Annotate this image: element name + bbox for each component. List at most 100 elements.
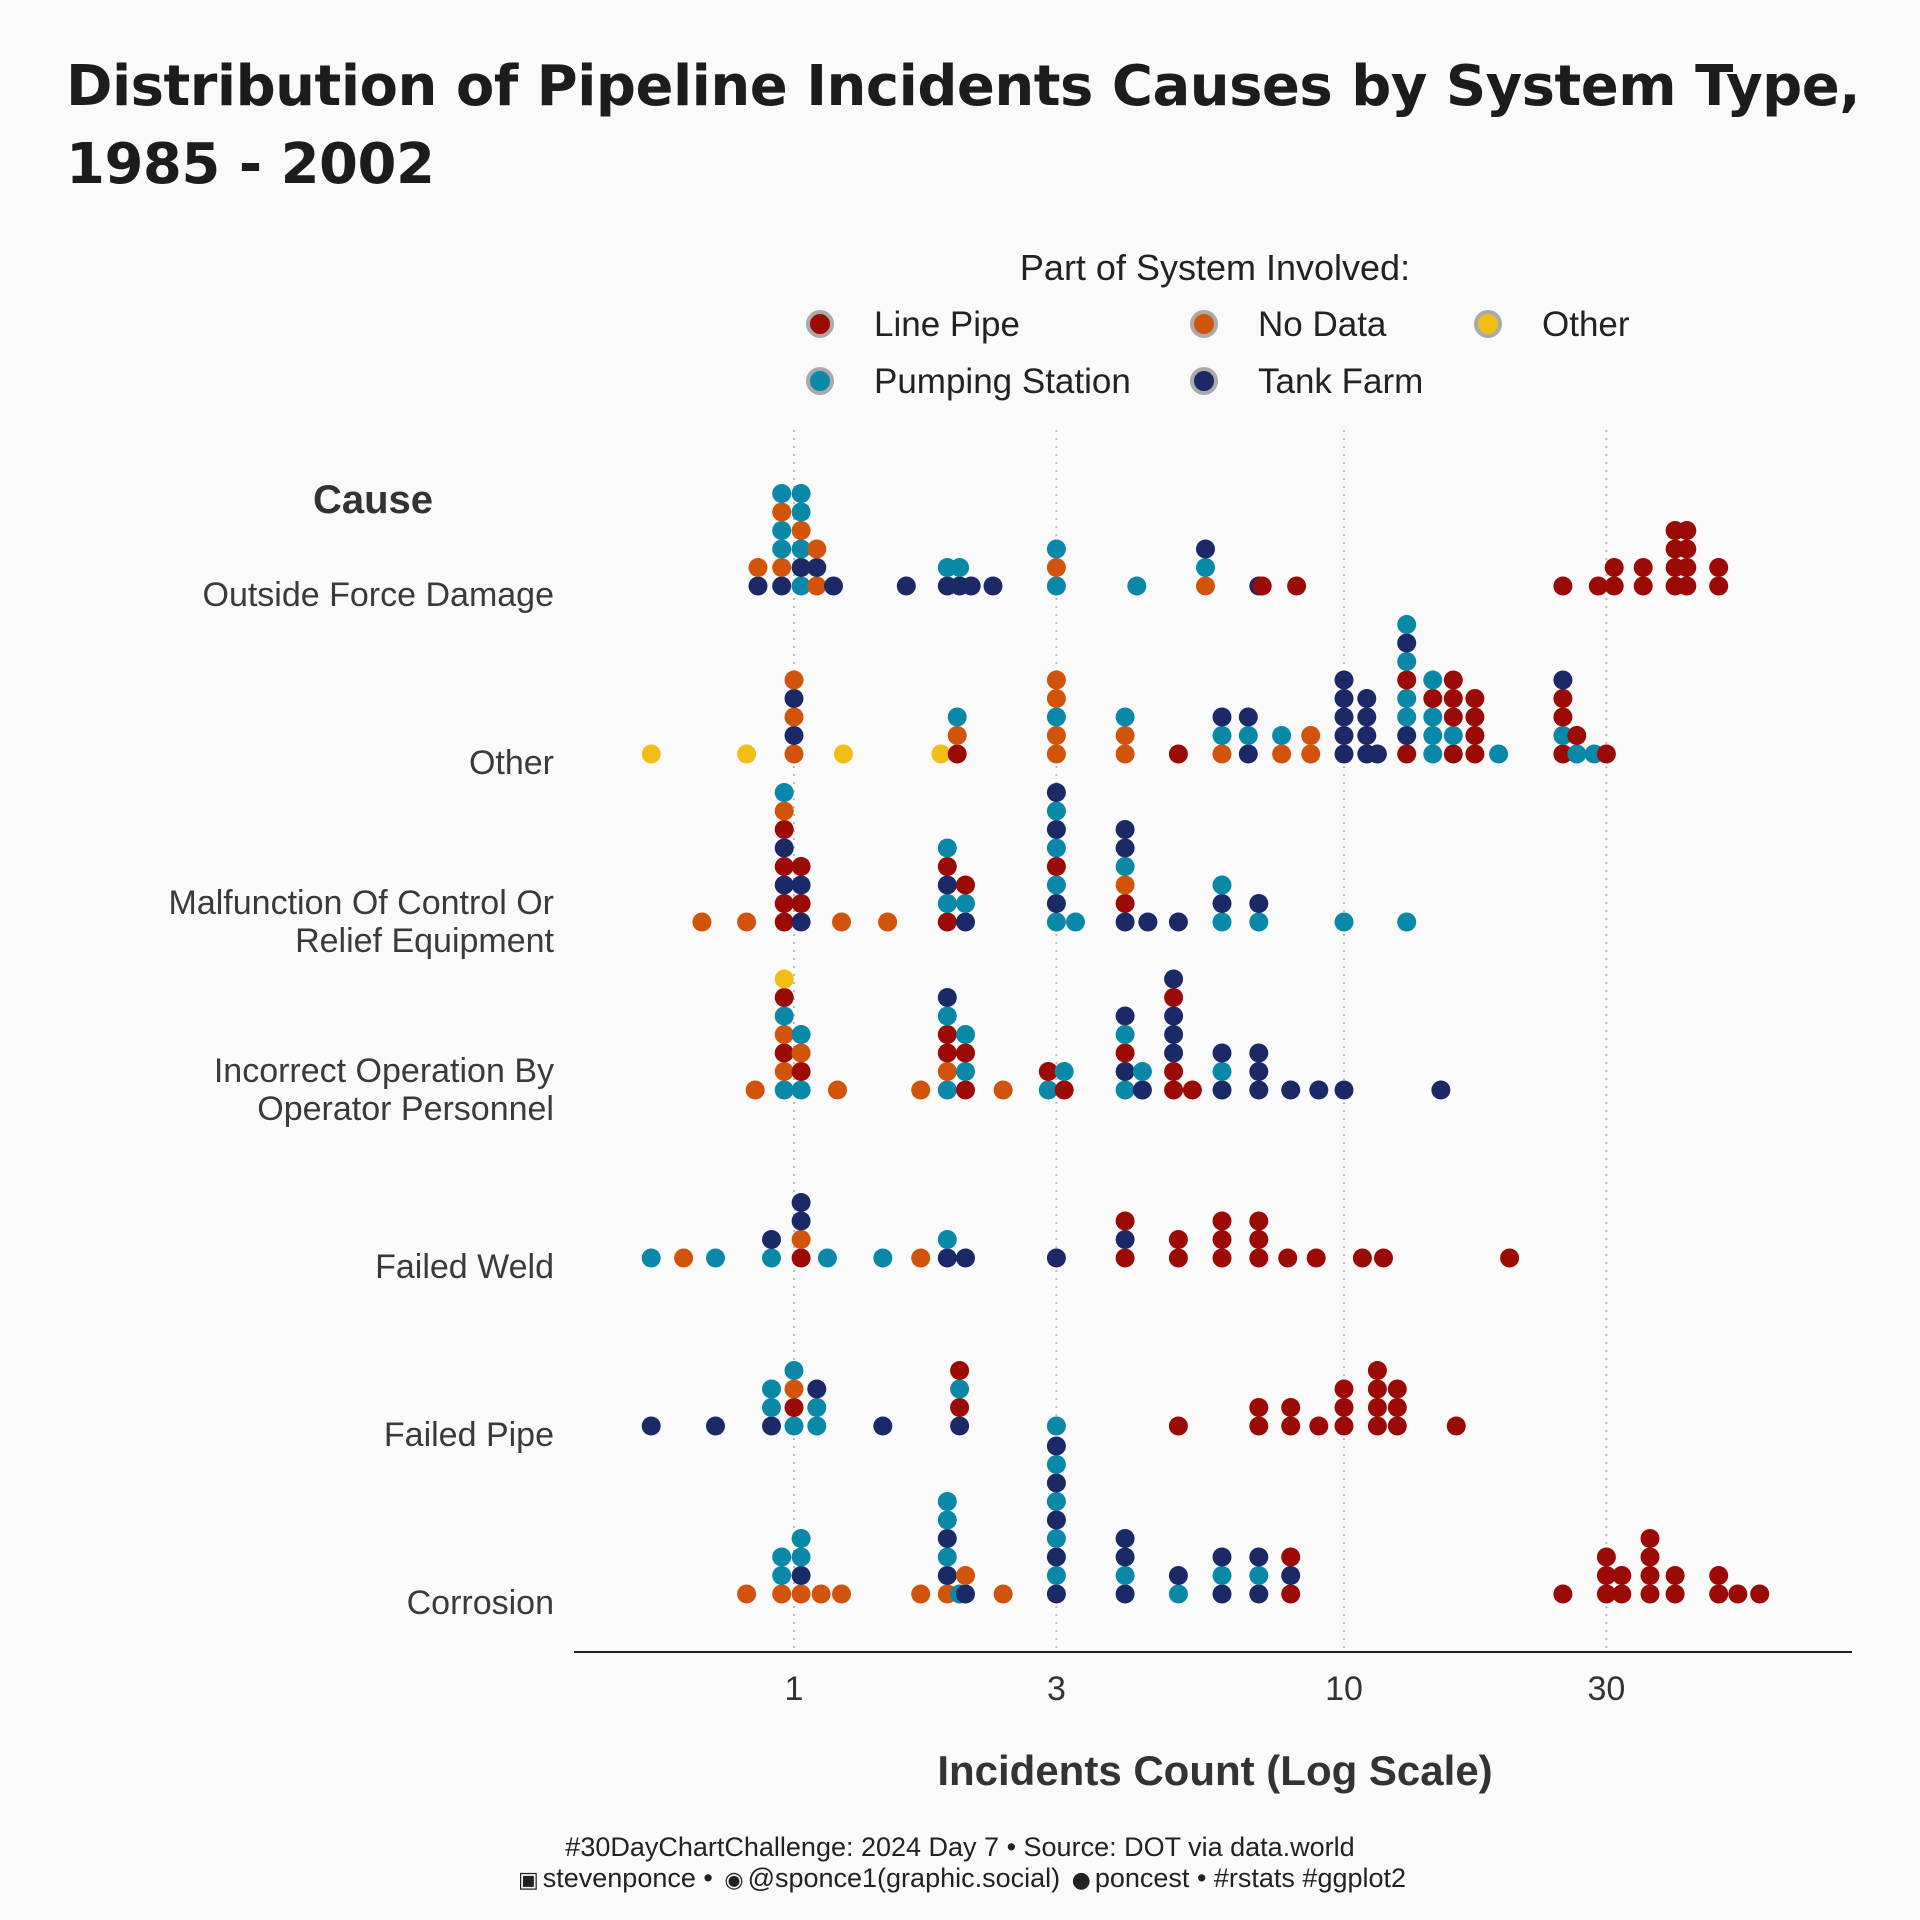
point-pumping-station: [791, 1080, 811, 1100]
point-line-pipe: [1677, 539, 1697, 559]
hashtags: #rstats #ggplot2: [1213, 1863, 1407, 1893]
point-tank-farm: [1164, 1006, 1184, 1026]
point-no-data: [784, 744, 804, 764]
point-tank-farm: [1115, 1006, 1135, 1026]
legend-item-line-pipe: Line Pipe: [806, 305, 1020, 344]
point-tank-farm: [1115, 1547, 1135, 1567]
point-pumping-station: [1046, 801, 1066, 821]
point-tank-farm: [956, 912, 975, 932]
point-tank-farm: [762, 1230, 781, 1249]
point-pumping-station: [1046, 1566, 1066, 1585]
point-no-data: [737, 912, 757, 932]
point-no-data: [911, 1584, 931, 1604]
legend-label-pumping-station: Pumping Station: [874, 362, 1131, 401]
point-tank-farm: [1334, 707, 1354, 727]
point-pumping-station: [1046, 707, 1066, 727]
github-handle[interactable]: poncest: [1094, 1863, 1190, 1893]
caption-line-2: ▣ stevenponce • ◉ @sponce1(graphic.social)…: [0, 1863, 1920, 1896]
legend-item-pumping-station: Pumping Station: [806, 362, 1131, 401]
point-line-pipe: [1387, 1379, 1407, 1399]
mastodon-handle[interactable]: @sponce1(graphic.social): [747, 1863, 1061, 1893]
x-tick-label-10: 10: [1325, 1670, 1363, 1708]
point-line-pipe: [784, 1398, 804, 1417]
point-pumping-station: [937, 1510, 957, 1530]
point-line-pipe: [937, 912, 957, 932]
point-line-pipe: [1374, 1248, 1393, 1268]
point-no-data: [784, 670, 804, 690]
point-pumping-station: [1038, 1080, 1058, 1100]
point-pumping-station: [1168, 1584, 1188, 1604]
point-tank-farm: [706, 1416, 725, 1436]
legend: Part of System Involved: Line Pipe No Dat…: [806, 247, 1630, 401]
point-tank-farm: [1431, 1080, 1451, 1100]
point-pumping-station: [1567, 744, 1587, 764]
point-pumping-station: [1423, 744, 1443, 764]
point-pumping-station: [937, 1492, 957, 1511]
point-pumping-station: [641, 1248, 661, 1268]
point-tank-farm: [807, 558, 827, 577]
point-no-data: [774, 801, 794, 821]
point-line-pipe: [1709, 558, 1729, 577]
point-line-pipe: [1168, 1248, 1188, 1268]
point-tank-farm: [1046, 1436, 1066, 1456]
point-pumping-station: [950, 1379, 970, 1399]
point-line-pipe: [1115, 894, 1135, 913]
legend-key-pumping-station: [806, 367, 834, 395]
point-line-pipe: [950, 1398, 970, 1417]
linkedin-handle[interactable]: stevenponce: [542, 1863, 696, 1893]
point-tank-farm: [1249, 1062, 1269, 1081]
separator: •: [1196, 1863, 1207, 1893]
point-pumping-station: [791, 539, 811, 559]
point-pumping-station: [1489, 744, 1509, 764]
point-pumping-station: [1212, 726, 1232, 745]
point-tank-farm: [772, 576, 792, 596]
x-axis: Incidents Count (Log Scale) 1 3 10 30: [574, 1651, 1852, 1794]
point-pumping-station: [1397, 707, 1417, 727]
point-pumping-station: [950, 558, 970, 577]
point-line-pipe: [1604, 576, 1624, 596]
point-tank-farm: [1334, 744, 1354, 764]
points-incorrect-operation-by-operator-personnel: [745, 969, 1451, 1100]
point-pumping-station: [774, 1080, 794, 1100]
point-tank-farm: [1046, 1584, 1066, 1604]
point-tank-farm: [961, 576, 981, 596]
point-pumping-station: [937, 1080, 957, 1100]
point-line-pipe: [937, 1025, 957, 1044]
point-pumping-station: [774, 783, 794, 802]
point-tank-farm: [784, 689, 804, 708]
point-pumping-station: [772, 484, 792, 503]
point-line-pipe: [1249, 1211, 1269, 1231]
point-no-data: [772, 502, 792, 522]
point-pumping-station: [772, 1566, 792, 1585]
point-tank-farm: [1212, 1080, 1232, 1100]
point-line-pipe: [1334, 1398, 1354, 1417]
point-pumping-station: [1212, 1566, 1232, 1585]
point-pumping-station: [1272, 726, 1292, 745]
point-line-pipe: [1553, 744, 1573, 764]
point-line-pipe: [1750, 1584, 1770, 1604]
point-no-data: [878, 912, 898, 932]
point-no-data: [993, 1584, 1013, 1604]
point-line-pipe: [1249, 1416, 1269, 1436]
point-pumping-station: [1334, 912, 1354, 932]
point-pumping-station: [772, 539, 792, 559]
point-tank-farm: [1115, 838, 1135, 858]
point-line-pipe: [1596, 744, 1616, 764]
point-line-pipe: [1553, 1584, 1573, 1604]
point-no-data: [956, 1566, 975, 1585]
category-label-failed-pipe: Failed Pipe: [384, 1416, 554, 1454]
point-tank-farm: [1046, 1547, 1066, 1567]
point-line-pipe: [1443, 670, 1463, 690]
point-line-pipe: [1612, 1584, 1632, 1604]
point-line-pipe: [1212, 1211, 1232, 1231]
point-tank-farm: [1132, 1080, 1152, 1100]
point-no-data: [774, 1025, 794, 1044]
point-tank-farm: [950, 1416, 970, 1436]
legend-title: Part of System Involved:: [1020, 247, 1410, 288]
point-line-pipe: [1596, 1547, 1616, 1567]
point-pumping-station: [937, 1006, 957, 1026]
point-pumping-station: [1212, 912, 1232, 932]
point-line-pipe: [791, 1062, 811, 1081]
point-no-data: [911, 1248, 931, 1268]
point-line-pipe: [774, 988, 794, 1007]
